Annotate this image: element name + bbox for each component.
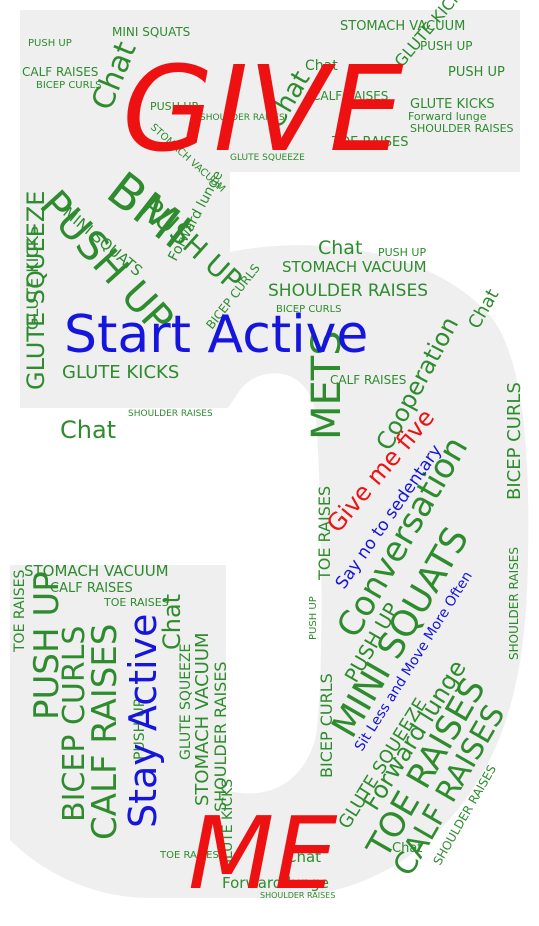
word-minisquats: MINI SQUATS [112, 25, 190, 39]
word-toeraises: TOE RAISES [331, 135, 408, 150]
word-pushup-vert: PUSH UP [27, 571, 67, 720]
word-chat-low: Chat [286, 848, 321, 866]
word-shoulderraises: SHOULDER RAISES [410, 122, 514, 135]
word-chat-top: Chat [305, 58, 338, 74]
start-active-text: Start Active [64, 305, 368, 365]
five-shape [10, 10, 529, 898]
word-shoulderraises4: SHOULDER RAISES [128, 409, 213, 419]
word-calfraises: CALF RAISES [22, 65, 98, 79]
word-calfraises4: CALF RAISES [50, 581, 133, 596]
word-bicepcurls: BICEP CURLS [36, 80, 102, 91]
word-chat-left: Chat [60, 416, 116, 444]
word-shoulderraises-right2: SHOULDER RAISES [507, 547, 521, 660]
word-glutekicks2: GLUTE KICKS [62, 362, 179, 383]
word-glutesqueeze-top: GLUTE SQUEEZE [230, 153, 305, 163]
word-glutekicks-vert2: GLUTE KICKS [220, 779, 236, 870]
word-toeraises-vert2: TOE RAISES [315, 486, 334, 581]
word-pushup4: PUSH UP [150, 100, 198, 113]
word-bicepcurls-vert: BICEP CURLS [57, 626, 92, 822]
give-title: GIVE [122, 40, 404, 178]
word-chat-vert: Chat [158, 594, 186, 650]
stay-active-text: Stay Active [121, 614, 165, 828]
word-forwardlunge2: Forward lunge [222, 874, 329, 892]
word-pushup-vert2: PUSH UP [132, 699, 148, 760]
word-stomachvacuum3: STOMACH VACUUM [24, 562, 169, 580]
word-pushup5: PUSH UP [378, 246, 426, 259]
word-pushup2: PUSH UP [420, 39, 473, 53]
word-calfraises-vert: CALF RAISES [85, 624, 125, 840]
me-title: ME [188, 795, 337, 912]
word-shoulderraises2: SHOULDER RAISES [200, 113, 285, 123]
word-pushup-vert3: PUSH UP [308, 596, 319, 640]
word-bicepcurls-diag: BICEP CURLS [317, 673, 336, 778]
word-mets: METS [304, 330, 350, 440]
word-toeraises3: TOE RAISES [159, 850, 219, 861]
word-bicepcurls2: BICEP CURLS [276, 304, 342, 315]
word-glutekicks: GLUTE KICKS [410, 97, 495, 112]
word-chat-mid: Chat [318, 237, 362, 259]
word-stomachvacuum: STOMACH VACUUM [340, 19, 465, 34]
word-toeraises-vert: TOE RAISES [12, 570, 28, 653]
word-pushup3: PUSH UP [448, 65, 505, 80]
word-bicepcurls-right: BICEP CURLS [504, 382, 525, 500]
word-glutesqueeze-vert2: GLUTE SQUEEZE [178, 644, 194, 760]
word-toeraises2: TOE RAISES [103, 596, 169, 609]
word-stomachvacuum-vert: STOMACH VACUUM [192, 632, 213, 806]
word-shoulderraises5: SHOULDER RAISES [260, 891, 335, 900]
word-calfraises2: CALF RAISES [312, 89, 388, 103]
word-calfraises3: CALF RAISES [330, 373, 406, 387]
word-chat-bottomright: Chat [392, 841, 422, 856]
word-forwardlunge: Forward lunge [408, 110, 487, 123]
word-stomachvacuum2: STOMACH VACUUM [282, 258, 427, 276]
word-pushup: PUSH UP [28, 38, 72, 49]
word-shoulderraises-vert: SHOULDER RAISES [211, 661, 230, 812]
word-glutekicks-vert: GLUTE KICKS [23, 226, 42, 330]
word-shoulderraises3: SHOULDER RAISES [268, 281, 428, 301]
word-glutesqueeze-vert: GLUTE SQUEEZE [22, 191, 50, 390]
